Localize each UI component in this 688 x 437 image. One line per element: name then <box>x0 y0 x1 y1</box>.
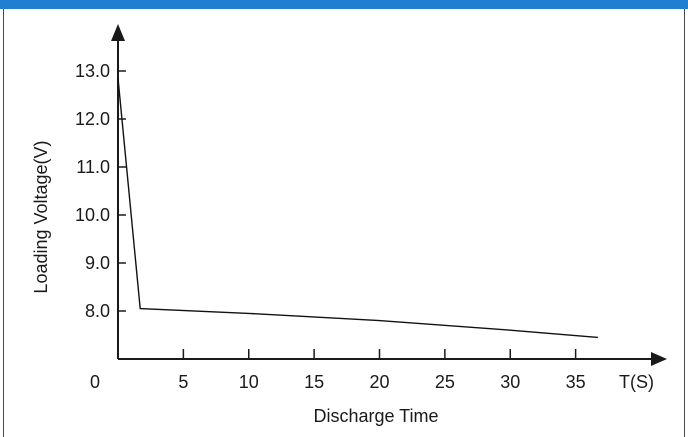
series <box>117 78 598 339</box>
labels: Loading Voltage(V) Discharge Time T(S) 0 <box>31 140 654 426</box>
x-tick-label: 35 <box>566 372 586 392</box>
y-tick-label: 12.0 <box>75 109 110 129</box>
header-bar <box>0 0 688 9</box>
x-axis-label: Discharge Time <box>313 406 438 426</box>
x-tick-label: 30 <box>500 372 520 392</box>
y-tick-label: 13.0 <box>75 61 110 81</box>
left-border <box>3 9 4 437</box>
x-tick-label: 25 <box>435 372 455 392</box>
x-axis-arrow <box>651 352 667 366</box>
voltage-curve <box>117 78 598 339</box>
y-tick-label: 8.0 <box>85 301 110 321</box>
right-border <box>684 9 685 437</box>
y-tick-label: 9.0 <box>85 253 110 273</box>
y-tick-label: 11.0 <box>76 157 110 177</box>
axes <box>111 24 667 366</box>
ticks: 5 10 15 20 25 30 35 8.0 9.0 10.0 11.0 12.0 13.0 <box>75 61 586 392</box>
x-unit-label: T(S) <box>619 372 654 392</box>
origin-label: 0 <box>90 372 100 392</box>
y-axis-arrow <box>111 24 125 41</box>
x-tick-label: 15 <box>304 372 324 392</box>
x-tick-label: 5 <box>178 372 188 392</box>
x-tick-label: 10 <box>239 372 259 392</box>
x-tick-label: 20 <box>369 372 389 392</box>
y-axis-label: Loading Voltage(V) <box>31 140 51 293</box>
y-tick-label: 10.0 <box>75 205 110 225</box>
